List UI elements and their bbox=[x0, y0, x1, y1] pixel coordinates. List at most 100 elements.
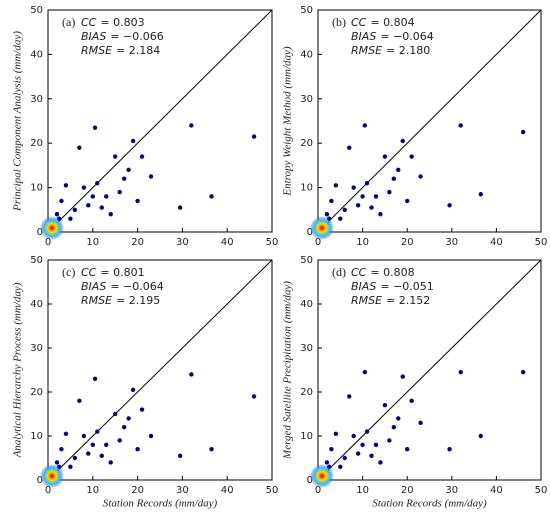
point bbox=[391, 176, 397, 181]
y-tick-label: 50 bbox=[300, 255, 313, 266]
x-tick-label: 30 bbox=[445, 237, 458, 248]
y-tick-label: 40 bbox=[300, 299, 313, 310]
y-tick-label: 20 bbox=[30, 387, 43, 398]
x-tick-label: 50 bbox=[266, 237, 279, 248]
y-tick-label: 10 bbox=[300, 183, 313, 194]
y-tick-label: 30 bbox=[300, 343, 313, 354]
x-tick-label: 30 bbox=[445, 485, 458, 496]
stat-line: BIAS = −0.064 bbox=[351, 30, 434, 43]
stat-name: BIAS bbox=[351, 280, 376, 293]
point bbox=[362, 370, 368, 375]
point bbox=[400, 374, 405, 379]
y-tick-label: 10 bbox=[30, 183, 43, 194]
point bbox=[338, 216, 343, 221]
stat-name: CC bbox=[351, 266, 367, 279]
density-hotspot bbox=[40, 464, 64, 488]
stat-line: CC = 0.808 bbox=[351, 266, 415, 279]
point bbox=[81, 185, 87, 190]
point bbox=[68, 216, 73, 221]
x-tick-label: 40 bbox=[490, 485, 503, 496]
point bbox=[351, 433, 356, 439]
point bbox=[72, 207, 78, 212]
point bbox=[99, 453, 104, 458]
point bbox=[329, 447, 334, 452]
stat-name: CC bbox=[81, 16, 97, 29]
point bbox=[478, 192, 483, 197]
point bbox=[90, 194, 96, 199]
stat-line: BIAS = −0.051 bbox=[351, 280, 434, 293]
stat-value: = −0.051 bbox=[380, 280, 433, 293]
point bbox=[209, 194, 214, 199]
point bbox=[189, 123, 194, 128]
point bbox=[77, 398, 82, 403]
point bbox=[387, 189, 392, 195]
y-tick-label: 0 bbox=[307, 227, 313, 238]
point bbox=[92, 125, 98, 130]
y-axis-label: Analytical Hierarchy Process (mm/day) bbox=[12, 282, 24, 458]
x-tick-label: 50 bbox=[535, 237, 548, 248]
stat-value: = 2.195 bbox=[116, 294, 160, 307]
point bbox=[90, 442, 96, 447]
point bbox=[135, 198, 140, 204]
point bbox=[177, 205, 183, 210]
x-tick-label: 10 bbox=[86, 485, 99, 496]
point bbox=[81, 433, 87, 439]
x-tick-label: 20 bbox=[401, 485, 414, 496]
x-tick-label: 20 bbox=[131, 485, 144, 496]
x-tick-label: 10 bbox=[356, 237, 369, 248]
point bbox=[139, 154, 145, 159]
panel-label: (a) bbox=[62, 15, 75, 29]
stat-line: RMSE = 2.184 bbox=[81, 44, 160, 57]
y-tick-label: 0 bbox=[37, 475, 43, 486]
x-tick-label: 0 bbox=[315, 237, 321, 248]
point bbox=[458, 370, 463, 375]
point bbox=[104, 442, 109, 447]
point bbox=[478, 433, 483, 439]
plot-frame bbox=[47, 259, 273, 481]
point bbox=[329, 198, 334, 204]
one-to-one-line bbox=[47, 259, 273, 481]
point bbox=[108, 460, 113, 465]
one-to-one-line bbox=[47, 9, 273, 233]
point bbox=[148, 433, 154, 439]
point bbox=[95, 429, 100, 434]
point bbox=[382, 154, 388, 159]
stat-value: = 0.804 bbox=[370, 16, 414, 29]
plot-frame bbox=[317, 9, 542, 233]
x-tick-label: 40 bbox=[221, 237, 234, 248]
point bbox=[130, 138, 136, 144]
point bbox=[338, 464, 343, 469]
y-tick-label: 30 bbox=[30, 94, 43, 105]
point bbox=[387, 438, 392, 443]
y-tick-label: 0 bbox=[307, 475, 313, 486]
point bbox=[351, 185, 356, 190]
point bbox=[342, 207, 347, 212]
stat-value: = −0.064 bbox=[380, 30, 433, 43]
stat-name: CC bbox=[351, 16, 367, 29]
point bbox=[369, 453, 374, 458]
y-tick-label: 40 bbox=[30, 49, 43, 60]
stat-value: = 0.803 bbox=[100, 16, 144, 29]
point bbox=[121, 176, 127, 181]
x-tick-label: 30 bbox=[176, 237, 189, 248]
stat-name: CC bbox=[81, 266, 97, 279]
stat-value: = 2.152 bbox=[386, 294, 430, 307]
point bbox=[405, 198, 410, 204]
point bbox=[92, 376, 98, 381]
point bbox=[72, 455, 78, 461]
point bbox=[400, 138, 405, 144]
point bbox=[68, 464, 73, 469]
y-tick-label: 20 bbox=[300, 387, 313, 398]
point bbox=[373, 442, 379, 447]
x-tick-label: 30 bbox=[176, 485, 189, 496]
point bbox=[77, 145, 82, 150]
y-tick-label: 30 bbox=[30, 343, 43, 354]
point bbox=[63, 183, 69, 188]
density-hotspot bbox=[40, 216, 64, 240]
stat-value: = 0.801 bbox=[100, 266, 144, 279]
plot-frame bbox=[47, 9, 273, 233]
stat-line: RMSE = 2.180 bbox=[351, 44, 430, 57]
y-tick-label: 50 bbox=[30, 255, 43, 266]
point bbox=[396, 416, 401, 421]
